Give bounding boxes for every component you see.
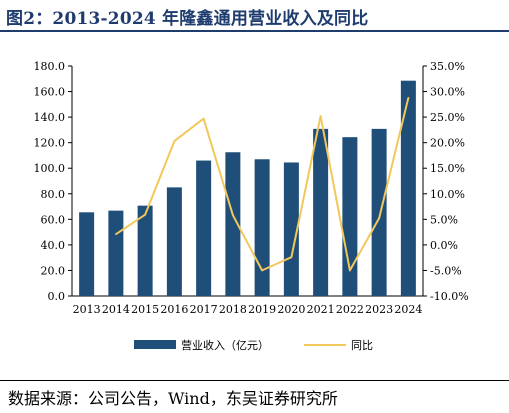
x-tick-label: 2024 xyxy=(394,303,422,316)
revenue-bar xyxy=(108,210,124,296)
bars xyxy=(79,80,416,296)
revenue-bar xyxy=(254,159,270,296)
yoy-point xyxy=(202,117,205,120)
yoy-point xyxy=(349,269,351,272)
yoy-point xyxy=(407,96,410,99)
axes: 0.0 20.0 40.0 60.0 80.0 100.0 120.0 140.0 160.0 1… xyxy=(34,60,469,316)
chart: 0.0 20.0 40.0 60.0 80.0 100.0 120.0 140.0 160.0 1… xyxy=(34,60,469,352)
chart-title: 图2：2013-2024 年隆鑫通用营业收入及同比 xyxy=(6,9,369,29)
right-tick-label: -10.0% xyxy=(430,290,469,303)
left-tick-label: 60.0 xyxy=(41,213,66,226)
revenue-bar xyxy=(166,187,182,296)
yoy-point xyxy=(378,217,380,220)
revenue-bar xyxy=(225,152,241,296)
yoy-point xyxy=(115,233,117,235)
revenue-bar xyxy=(137,205,153,296)
right-tick-label: 20.0% xyxy=(430,137,465,150)
revenue-bar xyxy=(313,128,329,296)
yoy-point xyxy=(261,269,263,272)
title-bar: 图2：2013-2024 年隆鑫通用营业收入及同比 xyxy=(0,0,509,32)
right-tick-label: 15.0% xyxy=(430,162,465,175)
x-tick-label: 2023 xyxy=(365,303,393,316)
yoy-point xyxy=(319,115,322,117)
revenue-bar xyxy=(283,162,299,296)
yoy-point xyxy=(232,214,234,217)
revenue-bar xyxy=(400,80,416,296)
legend-swatch-revenue xyxy=(134,340,176,349)
right-tick-label: 0.0% xyxy=(430,239,458,252)
left-tick-label: 140.0 xyxy=(34,111,66,124)
left-tick-label: 20.0 xyxy=(41,264,66,277)
x-tick-label: 2019 xyxy=(248,303,276,316)
x-tick-label: 2021 xyxy=(307,303,335,316)
left-tick-label: 40.0 xyxy=(41,239,66,252)
legend: 营业收入（亿元） 同比 xyxy=(134,338,373,352)
yoy-line xyxy=(115,96,410,272)
x-tick-label: 2013 xyxy=(73,303,101,316)
x-tick-label: 2017 xyxy=(190,303,218,316)
yoy-point xyxy=(173,140,176,142)
source-divider xyxy=(0,380,509,381)
left-tick-label: 180.0 xyxy=(34,60,66,73)
right-tick-label: 30.0% xyxy=(430,86,465,99)
left-tick-label: 80.0 xyxy=(41,188,66,201)
revenue-bar xyxy=(371,128,387,296)
x-tick-label: 2020 xyxy=(277,303,305,316)
left-tick-label: 160.0 xyxy=(34,86,66,99)
x-tick-label: 2015 xyxy=(131,303,159,316)
x-tick-label: 2016 xyxy=(160,303,188,316)
revenue-bar xyxy=(196,160,212,296)
legend-label-revenue: 营业收入（亿元） xyxy=(181,338,269,352)
legend-label-yoy: 同比 xyxy=(351,339,373,352)
x-tick-label: 2018 xyxy=(219,303,247,316)
right-tick-label: 35.0% xyxy=(430,60,465,73)
right-tick-label: 5.0% xyxy=(430,213,458,226)
revenue-bar xyxy=(342,137,358,296)
revenue-bar xyxy=(79,212,95,296)
yoy-point xyxy=(144,213,146,216)
right-tick-label: -5.0% xyxy=(430,264,462,277)
source-note: 数据来源：公司公告，Wind，东吴证券研究所 xyxy=(8,389,338,408)
left-tick-label: 100.0 xyxy=(34,162,66,175)
x-tick-label: 2022 xyxy=(336,303,364,316)
yoy-point xyxy=(290,256,293,258)
left-tick-label: 0.0 xyxy=(48,290,66,303)
x-tick-label: 2014 xyxy=(102,303,130,316)
left-tick-label: 120.0 xyxy=(34,137,66,150)
right-tick-label: 10.0% xyxy=(430,188,465,201)
right-tick-label: 25.0% xyxy=(430,111,465,124)
